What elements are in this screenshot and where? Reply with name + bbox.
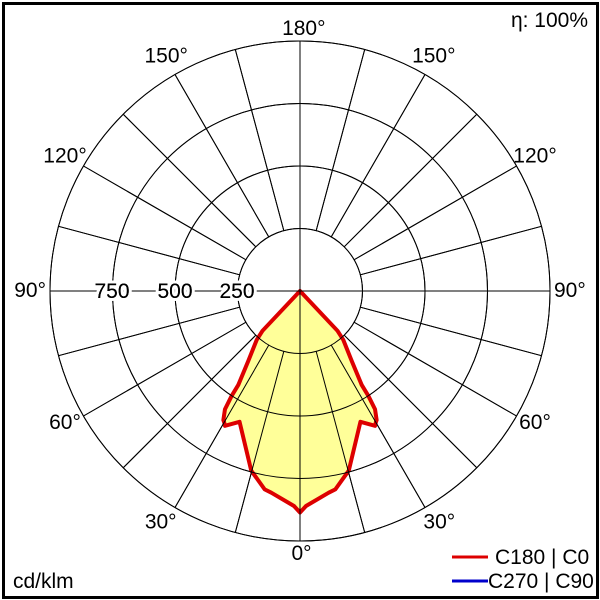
svg-text:C180 | C0: C180 | C0 (495, 546, 589, 569)
svg-text:250: 250 (219, 280, 254, 303)
svg-text:cd/klm: cd/klm (13, 570, 74, 593)
svg-text:750: 750 (94, 280, 129, 303)
svg-text:60°: 60° (49, 411, 81, 434)
svg-text:500: 500 (157, 280, 192, 303)
svg-text:0°: 0° (291, 542, 311, 565)
svg-text:η: 100%: η: 100% (511, 9, 588, 32)
svg-text:150°: 150° (412, 45, 455, 68)
svg-text:180°: 180° (282, 17, 325, 40)
svg-text:30°: 30° (145, 511, 177, 534)
svg-text:150°: 150° (144, 45, 187, 68)
svg-text:120°: 120° (513, 145, 556, 168)
svg-text:30°: 30° (423, 511, 455, 534)
svg-text:90°: 90° (14, 279, 46, 302)
svg-text:120°: 120° (43, 145, 86, 168)
svg-text:C270 | C90: C270 | C90 (488, 570, 594, 593)
svg-text:60°: 60° (519, 411, 551, 434)
svg-text:90°: 90° (554, 279, 586, 302)
